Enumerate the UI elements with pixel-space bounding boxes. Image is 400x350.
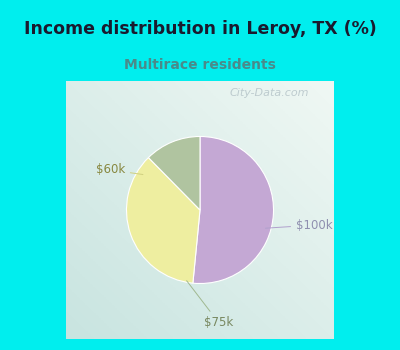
Wedge shape bbox=[193, 136, 274, 284]
Text: Income distribution in Leroy, TX (%): Income distribution in Leroy, TX (%) bbox=[24, 20, 376, 38]
Wedge shape bbox=[148, 136, 200, 210]
Wedge shape bbox=[126, 158, 200, 283]
Text: $75k: $75k bbox=[187, 281, 234, 329]
Text: City-Data.com: City-Data.com bbox=[230, 88, 309, 98]
Text: $60k: $60k bbox=[96, 163, 143, 176]
Text: $100k: $100k bbox=[266, 218, 333, 232]
Text: Multirace residents: Multirace residents bbox=[124, 58, 276, 72]
